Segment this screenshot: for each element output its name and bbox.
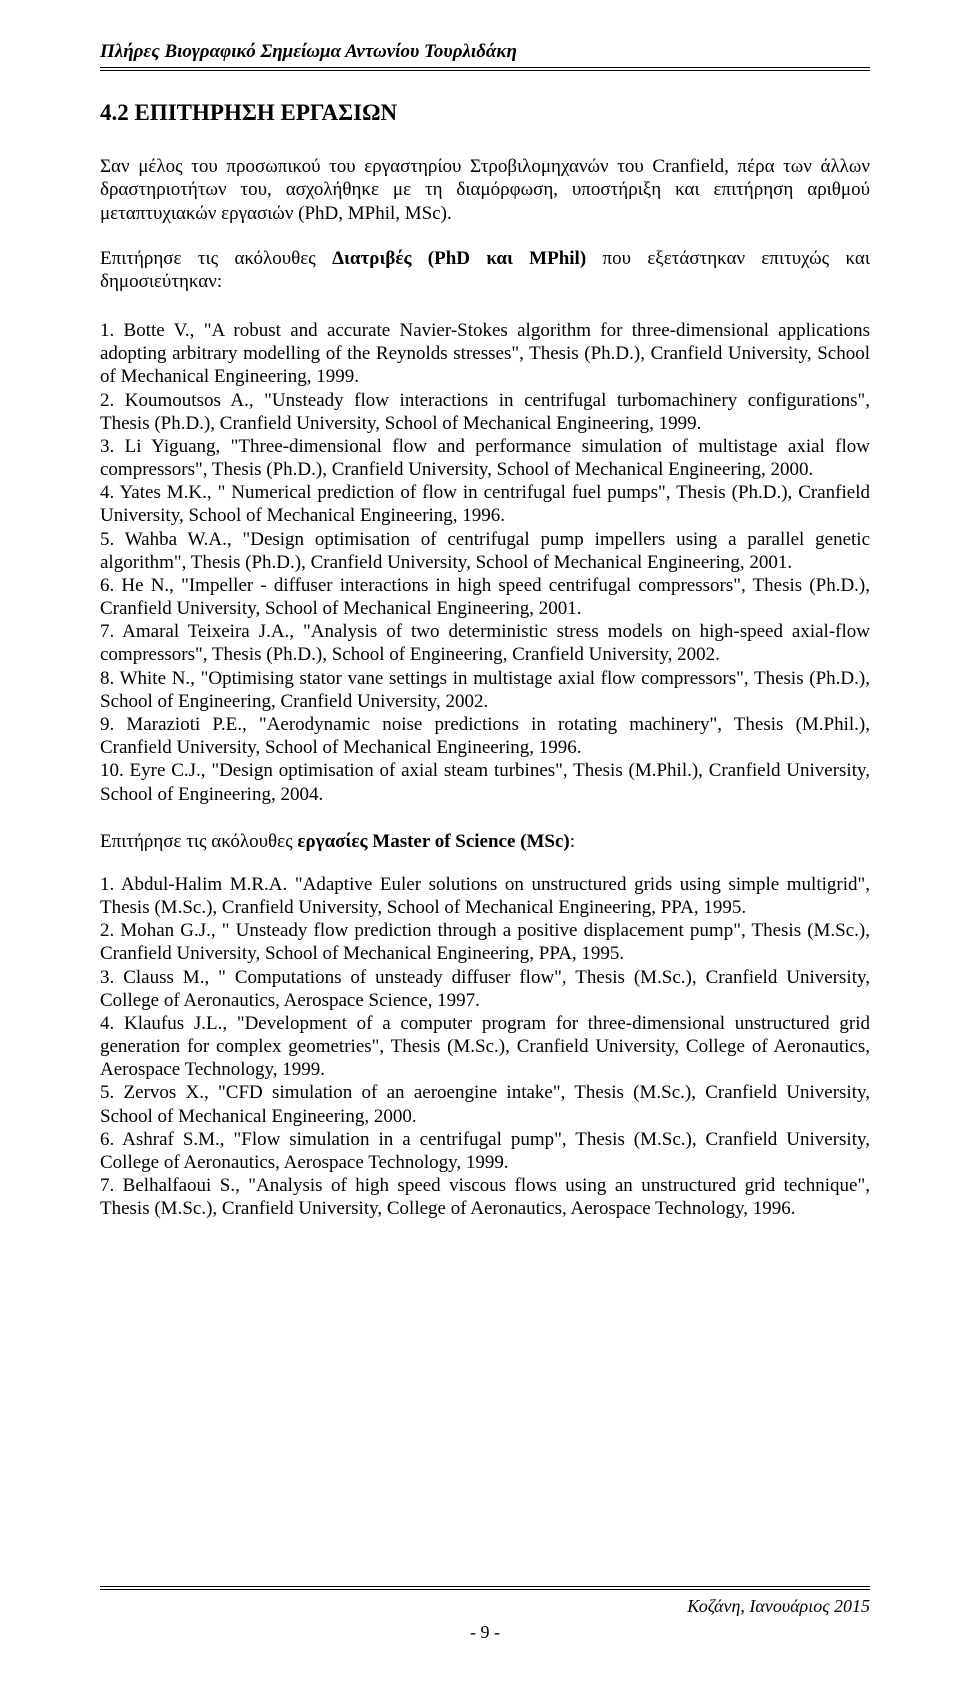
list-item: 9. Marazioti P.E., "Aerodynamic noise pr… [100,713,870,759]
page-header: Πλήρες Βιογραφικό Σημείωμα Αντωνίου Τουρ… [100,40,870,63]
list-item: 2. Koumoutsos A., "Unsteady flow interac… [100,389,870,435]
section-heading: 4.2 ΕΠΙΤΗΡΗΣΗ ΕΡΓΑΣΙΩΝ [100,99,870,127]
list-item: 6. He N., "Impeller - diffuser interacti… [100,574,870,620]
list-item: 1. Abdul-Halim M.R.A. "Adaptive Euler so… [100,873,870,919]
intro-para2-bold: Διατριβές (PhD και MPhil) [332,248,586,269]
msc-thesis-list: 1. Abdul-Halim M.R.A. "Adaptive Euler so… [100,873,870,1221]
list-item: 6. Ashraf S.M., "Flow simulation in a ce… [100,1128,870,1174]
list-item: 4. Yates M.K., " Numerical prediction of… [100,481,870,527]
intro-para2-pre: Επιτήρησε τις ακόλουθες [100,248,332,269]
intro-paragraph-2: Επιτήρησε τις ακόλουθες Διατριβές (PhD κ… [100,247,870,293]
intro-paragraph-1: Σαν μέλος του προσωπικού του εργαστηρίου… [100,155,870,225]
list-item: 4. Klaufus J.L., "Development of a compu… [100,1012,870,1082]
header-title-prefix: Πλήρες Βιογραφικό Σημείωμα [100,41,345,62]
list-item: 3. Li Yiguang, "Three-dimensional flow a… [100,435,870,481]
list-item: 7. Amaral Teixeira J.A., "Analysis of tw… [100,620,870,666]
footer-rule [100,1586,870,1590]
msc-heading-post: : [570,831,575,852]
list-item: 3. Clauss M., " Computations of unsteady… [100,966,870,1012]
msc-heading-bold: εργασίες Master of Science (MSc) [297,831,569,852]
list-item: 7. Belhalfaoui S., "Analysis of high spe… [100,1174,870,1220]
list-item: 8. White N., "Optimising stator vane set… [100,667,870,713]
list-item: 5. Wahba W.A., "Design optimisation of c… [100,528,870,574]
document-page: Πλήρες Βιογραφικό Σημείωμα Αντωνίου Τουρ… [0,0,960,1684]
footer-page-number: - 9 - [100,1622,870,1644]
msc-heading: Επιτήρησε τις ακόλουθες εργασίες Master … [100,830,870,853]
header-title-name: Αντωνίου Τουρλιδάκη [345,41,517,62]
header-rule [100,67,870,71]
phd-thesis-list: 1. Botte V., "A robust and accurate Navi… [100,319,870,806]
list-item: 10. Eyre C.J., "Design optimisation of a… [100,759,870,805]
footer-right-text: Κοζάνη, Ιανουάριος 2015 [100,1596,870,1618]
list-item: 5. Zervos X., "CFD simulation of an aero… [100,1081,870,1127]
page-footer: Κοζάνη, Ιανουάριος 2015 - 9 - [100,1586,870,1644]
list-item: 1. Botte V., "A robust and accurate Navi… [100,319,870,389]
msc-heading-pre: Επιτήρησε τις ακόλουθες [100,831,297,852]
list-item: 2. Mohan G.J., " Unsteady flow predictio… [100,919,870,965]
